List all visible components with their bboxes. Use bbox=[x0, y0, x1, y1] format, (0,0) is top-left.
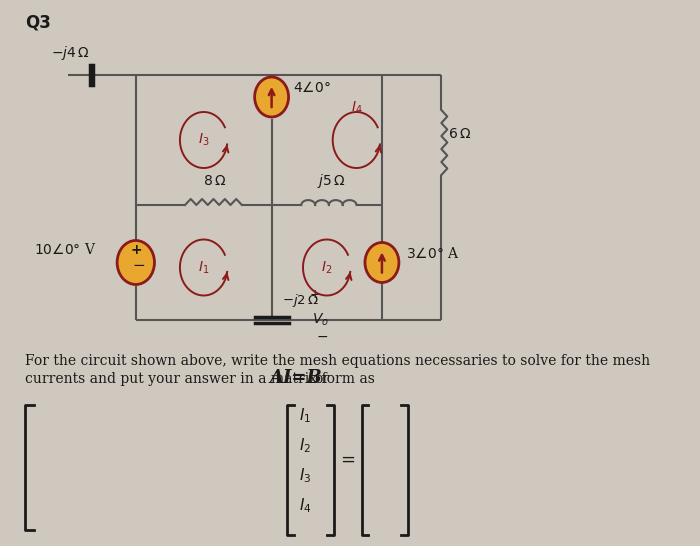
Text: +: + bbox=[131, 244, 142, 258]
Circle shape bbox=[255, 77, 288, 117]
Circle shape bbox=[365, 242, 399, 282]
Text: $I_3$: $I_3$ bbox=[299, 466, 311, 485]
Text: $10\angle 0°$ V: $10\angle 0°$ V bbox=[34, 242, 97, 258]
Text: $-$: $-$ bbox=[316, 329, 328, 343]
Text: $I_1$: $I_1$ bbox=[198, 259, 209, 276]
Text: For the circuit shown above, write the mesh equations necessaries to solve for t: For the circuit shown above, write the m… bbox=[25, 354, 650, 368]
Text: $I_4$: $I_4$ bbox=[351, 100, 363, 116]
Text: $j5\,\Omega$: $j5\,\Omega$ bbox=[317, 172, 346, 190]
Text: $6\,\Omega$: $6\,\Omega$ bbox=[448, 127, 471, 140]
Circle shape bbox=[117, 240, 155, 284]
Text: +: + bbox=[310, 288, 321, 301]
Text: $-$: $-$ bbox=[132, 257, 146, 271]
Text: Q3: Q3 bbox=[25, 14, 51, 32]
Text: AI=B: AI=B bbox=[270, 369, 323, 387]
Text: $3\angle 0°$ A: $3\angle 0°$ A bbox=[406, 246, 459, 260]
Text: =: = bbox=[340, 451, 356, 469]
Text: $-j4\,\Omega$: $-j4\,\Omega$ bbox=[51, 44, 90, 62]
Text: currents and put your answer in a matrix form as: currents and put your answer in a matrix… bbox=[25, 372, 375, 386]
Text: $4\angle 0°$: $4\angle 0°$ bbox=[293, 80, 330, 95]
Text: $-j2\,\Omega$: $-j2\,\Omega$ bbox=[282, 292, 318, 309]
Text: $I_3$: $I_3$ bbox=[198, 132, 209, 148]
Text: or: or bbox=[314, 372, 329, 386]
Text: $I_2$: $I_2$ bbox=[299, 436, 311, 455]
Text: $V_o$: $V_o$ bbox=[312, 312, 329, 328]
Text: $I_1$: $I_1$ bbox=[299, 406, 311, 425]
Text: $I_2$: $I_2$ bbox=[321, 259, 332, 276]
Text: $I_4$: $I_4$ bbox=[299, 496, 312, 515]
Text: $8\,\Omega$: $8\,\Omega$ bbox=[203, 174, 227, 188]
